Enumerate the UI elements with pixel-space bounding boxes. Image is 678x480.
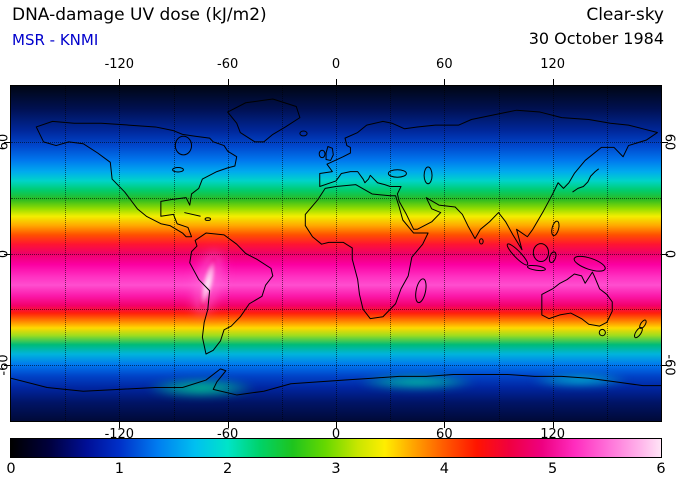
colorbar-tick-label: 0 (6, 461, 16, 477)
colorbar-tick-label: 5 (548, 461, 558, 477)
grid-parallel (11, 309, 661, 311)
axis-tick-right (662, 253, 668, 255)
map-plot-area: -120-120-60-60006060120120606000-60-60 (0, 57, 677, 442)
colorbar: 0 1 2 3 4 5 6 (6, 438, 666, 477)
coastline-borneo (533, 244, 548, 262)
coastline-new-zealand-north (638, 319, 647, 329)
axis-tick-top (227, 79, 229, 85)
coastline-cuba (184, 213, 200, 217)
axis-tick-bottom (552, 422, 554, 428)
axis-tick-bottom (227, 422, 229, 428)
coastline-madagascar (414, 278, 428, 304)
axis-tick-top (444, 79, 446, 85)
coastline-new-guinea (573, 253, 607, 274)
lon-tick-label-top: -120 (104, 57, 135, 72)
coastline-tasmania (599, 329, 605, 335)
sky-condition-label: Clear-sky (586, 5, 664, 25)
figure-date: 30 October 1984 (528, 29, 664, 48)
figure-title: DNA-damage UV dose (kJ/m2) (12, 5, 267, 25)
colorbar-tick-label: 1 (114, 461, 124, 477)
coastline-ireland (319, 150, 325, 157)
axis-tick-left (4, 365, 10, 367)
axis-tick-bottom (119, 422, 121, 428)
lon-tick-label-bottom: 0 (331, 427, 341, 442)
lon-tick-label-top: -60 (217, 57, 239, 72)
lon-tick-label-top: 120 (540, 57, 566, 72)
colorbar-tick-label: 6 (656, 461, 666, 477)
map-source: MSR - KNMI (12, 31, 99, 49)
grid-parallel (11, 365, 661, 367)
coastline-sumatra (505, 242, 530, 267)
coastline-black-sea (388, 170, 406, 177)
coastline-north-america (36, 121, 236, 236)
colorbar-tick-label: 2 (223, 461, 233, 477)
uv-dose-heatmap (11, 86, 661, 421)
axis-tick-left (4, 253, 10, 255)
coastline-caspian-sea (424, 167, 432, 184)
colorbar-tick-label: 3 (331, 461, 341, 477)
axis-tick-right (662, 365, 668, 367)
coastline-greenland (228, 99, 300, 142)
coastline-australia (542, 272, 612, 326)
lon-tick-label-top: 60 (436, 57, 453, 72)
grid-parallel (11, 197, 661, 199)
coastline-hispaniola (205, 218, 210, 221)
coastline-antarctica (11, 369, 661, 395)
coastline-great-lakes (173, 168, 184, 172)
axis-tick-right (662, 141, 668, 143)
coastline-south-america (190, 233, 273, 354)
axis-tick-top (119, 79, 121, 85)
coastline-philippines (550, 220, 560, 236)
coastline-sulawesi (548, 251, 557, 264)
coastline-hudson-bay (175, 136, 191, 155)
coastline-eurasia (320, 110, 658, 250)
coastline-japan (573, 169, 599, 192)
colorbar-gradient (11, 439, 661, 457)
uv-hotspot-antarctic-coast-enhancement-east (357, 373, 478, 390)
grid-parallel (11, 253, 661, 255)
axis-tick-bottom (336, 422, 337, 428)
coastline-java (527, 265, 545, 272)
coastline-africa (305, 185, 428, 319)
colorbar-tick-label: 4 (439, 461, 449, 477)
axis-tick-top (336, 79, 337, 85)
axis-tick-top (552, 79, 554, 85)
coastline-sri-lanka (480, 239, 484, 244)
coastlines (11, 86, 661, 421)
grid-parallel (11, 141, 661, 143)
coastline-iceland (300, 131, 307, 136)
coastline-britain (326, 146, 333, 160)
axis-tick-left (4, 141, 10, 143)
axis-tick-bottom (444, 422, 446, 428)
lon-tick-label-top: 0 (331, 57, 341, 72)
